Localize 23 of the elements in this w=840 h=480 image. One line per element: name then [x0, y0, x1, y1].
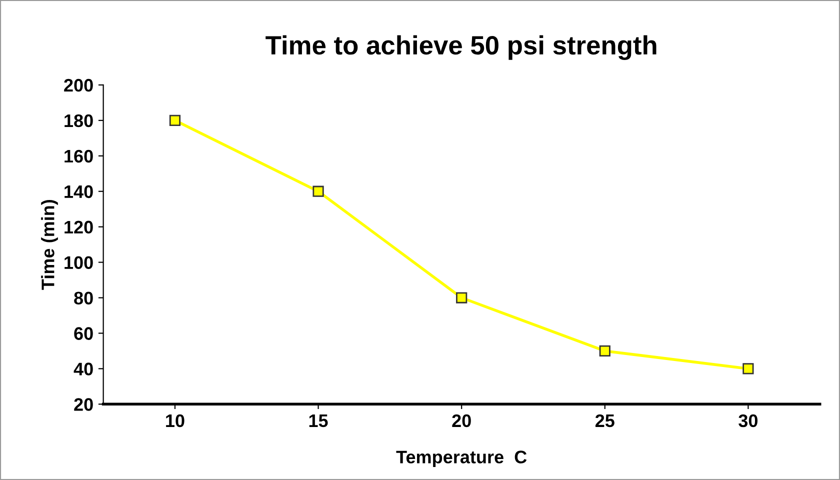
point	[312, 186, 324, 197]
y-tick-label: 200	[64, 78, 93, 92]
y-tick-label: 120	[64, 220, 93, 234]
point	[742, 363, 754, 374]
y-tick-label: 40	[74, 362, 93, 376]
chart-title: Time to achieve 50 psi strength	[266, 35, 656, 60]
y-tick-label: 100	[64, 256, 93, 270]
x-tick-label: 25	[595, 414, 614, 428]
x-axis-title: Temperature C	[396, 450, 527, 467]
y-tick-label: 140	[64, 185, 93, 198]
point	[599, 345, 610, 357]
x-tick-label: 10	[166, 414, 184, 428]
y-tick-label: 20	[74, 398, 93, 411]
y-tick-label: 80	[74, 292, 93, 304]
x-tick-label: 30	[738, 414, 758, 428]
y-tick-label: 180	[64, 114, 93, 128]
y-tick-label: 160	[64, 150, 93, 163]
x-tick-label: 15	[309, 414, 328, 428]
y-tick-label: 60	[74, 327, 93, 340]
y-axis-title: Time (min)	[41, 200, 58, 290]
point	[169, 114, 181, 126]
point	[456, 292, 468, 304]
x-tick-label: 20	[452, 414, 471, 428]
